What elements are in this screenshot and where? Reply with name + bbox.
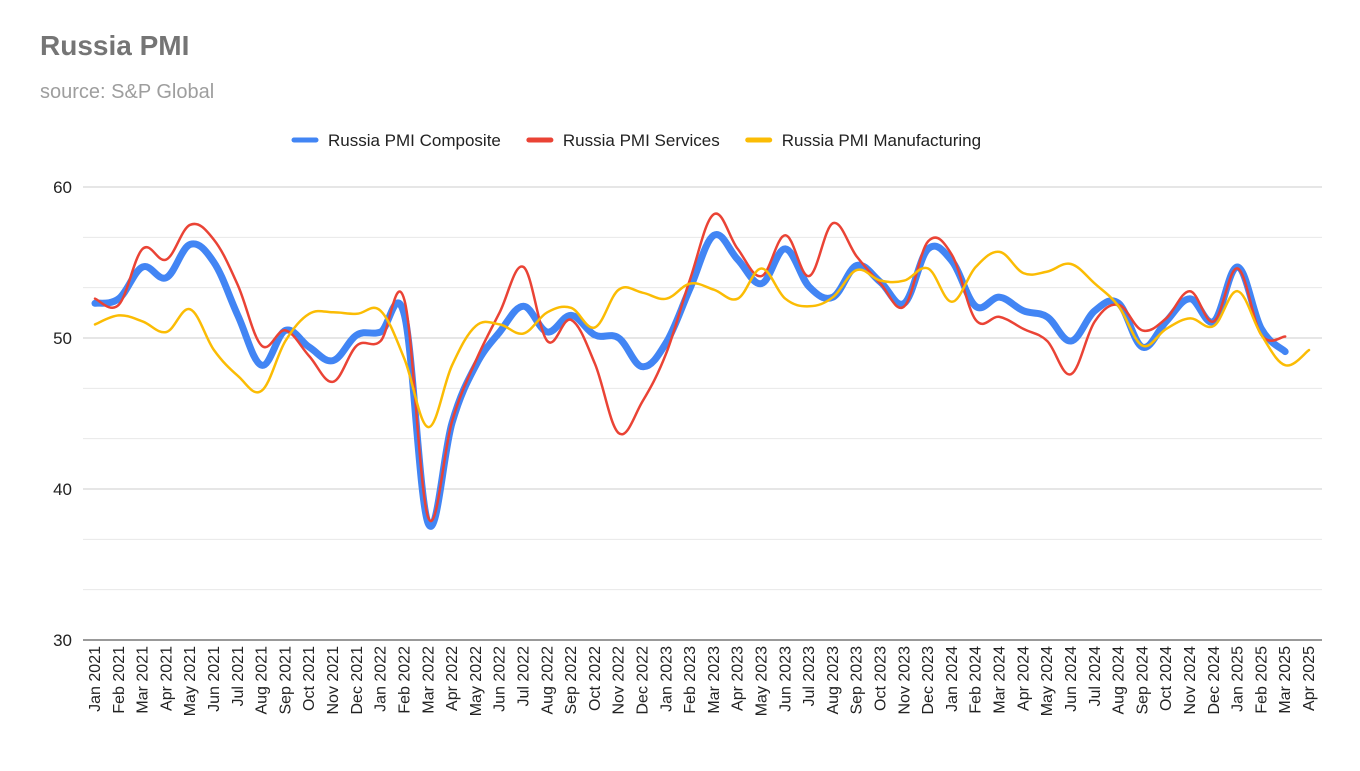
x-tick-label: Sep 2022 — [563, 646, 580, 715]
chart-title: Russia PMI — [40, 30, 190, 61]
chart-subtitle: source: S&P Global — [40, 81, 215, 103]
x-tick-label: Nov 2024 — [1182, 646, 1199, 715]
x-tick-label: Apr 2021 — [158, 646, 175, 711]
legend: Russia PMI Composite Russia PMI Services R… — [291, 131, 981, 150]
x-tick-label: Jul 2022 — [515, 646, 532, 707]
x-tick-label: Jan 2025 — [1230, 646, 1247, 712]
legend-label: Russia PMI Manufacturing — [782, 131, 981, 150]
y-tick-label: 30 — [53, 631, 72, 650]
x-tick-label: Sep 2023 — [849, 646, 866, 715]
x-tick-label: Feb 2022 — [396, 646, 413, 714]
series-line-russia-pmi-services — [93, 212, 1287, 523]
x-tick-label: May 2023 — [754, 646, 771, 716]
x-tick-label: Feb 2024 — [968, 646, 985, 714]
x-tick-label: Nov 2023 — [896, 646, 913, 715]
x-tick-label: Aug 2022 — [539, 646, 556, 715]
x-tick-label: Dec 2021 — [349, 646, 366, 715]
x-tick-label: Feb 2023 — [682, 646, 699, 714]
x-tick-label: Mar 2022 — [420, 646, 437, 714]
x-tick-label: Sep 2021 — [277, 646, 294, 715]
x-tick-label: Jan 2021 — [87, 646, 104, 712]
x-tick-label: Mar 2025 — [1277, 646, 1294, 714]
x-tick-label: Jul 2024 — [1087, 646, 1104, 707]
x-tick-label: Jan 2022 — [373, 646, 390, 712]
x-tick-label: Apr 2025 — [1301, 646, 1318, 711]
x-tick-label: Jun 2023 — [777, 646, 794, 712]
x-tick-label: Apr 2023 — [730, 646, 747, 711]
x-tick-label: Jan 2024 — [944, 646, 961, 712]
y-tick-label: 40 — [53, 480, 72, 499]
axes: 30 40 50 60 — [53, 178, 1322, 650]
x-axis-tick-labels: Jan 2021 Feb 2021 Mar 2021 Apr 2021 May 2021… — [87, 646, 1318, 716]
x-tick-label: Apr 2022 — [444, 646, 461, 711]
x-tick-label: Feb 2025 — [1253, 646, 1270, 714]
series-line-russia-pmi-manufacturing — [93, 250, 1311, 429]
series-lines — [91, 212, 1311, 530]
x-tick-label: May 2024 — [1039, 646, 1056, 716]
x-tick-label: May 2021 — [182, 646, 199, 716]
x-tick-label: Dec 2023 — [920, 646, 937, 715]
x-tick-label: Jul 2023 — [801, 646, 818, 707]
x-tick-label: Aug 2023 — [825, 646, 842, 715]
x-tick-label: Feb 2021 — [111, 646, 128, 714]
legend-label: Russia PMI Composite — [328, 131, 501, 150]
x-tick-label: Dec 2024 — [1206, 646, 1223, 715]
x-tick-label: Jun 2022 — [492, 646, 509, 712]
x-tick-label: Sep 2024 — [1134, 646, 1151, 715]
x-tick-label: Jun 2024 — [1063, 646, 1080, 712]
legend-item: Russia PMI Services — [526, 131, 720, 150]
x-tick-label: Aug 2024 — [1111, 646, 1128, 715]
y-tick-label: 60 — [53, 178, 72, 197]
x-tick-label: Nov 2021 — [325, 646, 342, 715]
x-tick-label: Oct 2021 — [301, 646, 318, 711]
x-tick-label: Jan 2023 — [658, 646, 675, 712]
x-tick-label: May 2022 — [468, 646, 485, 716]
x-tick-label: Mar 2023 — [706, 646, 723, 714]
x-tick-label: Jun 2021 — [206, 646, 223, 712]
x-tick-label: Oct 2022 — [587, 646, 604, 711]
x-tick-label: Apr 2024 — [1015, 646, 1032, 711]
x-tick-label: Oct 2023 — [873, 646, 890, 711]
legend-item: Russia PMI Manufacturing — [745, 131, 981, 150]
x-tick-label: Dec 2022 — [634, 646, 651, 715]
x-tick-label: Jul 2021 — [230, 646, 247, 707]
legend-item: Russia PMI Composite — [291, 131, 501, 150]
x-tick-label: Mar 2024 — [992, 646, 1009, 714]
x-tick-label: Mar 2021 — [135, 646, 152, 714]
y-tick-label: 50 — [53, 329, 72, 348]
x-tick-label: Aug 2021 — [254, 646, 271, 715]
legend-label: Russia PMI Services — [563, 131, 720, 150]
x-tick-label: Nov 2022 — [611, 646, 628, 715]
x-tick-label: Oct 2024 — [1158, 646, 1175, 711]
